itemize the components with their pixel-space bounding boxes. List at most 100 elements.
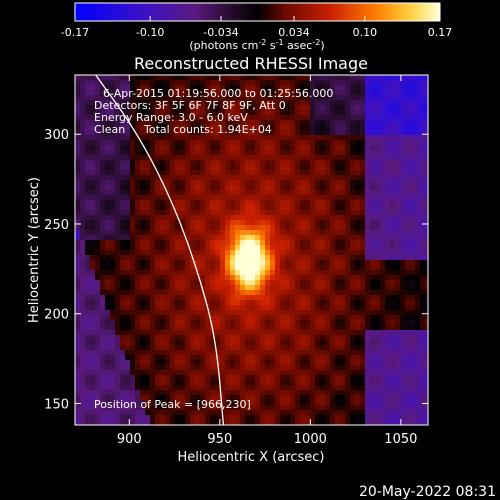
heatmap-pixel [205,190,210,195]
heatmap-pixel [125,285,130,290]
heatmap-pixel [235,235,240,240]
heatmap-pixel [280,275,285,280]
heatmap-pixel [155,220,160,225]
heatmap-pixel [395,375,400,380]
heatmap-pixel [195,205,200,210]
heatmap-pixel [270,310,275,315]
heatmap-pixel [95,185,100,190]
heatmap-pixel [270,90,275,95]
heatmap-pixel [415,135,420,140]
heatmap-pixel [115,395,120,400]
heatmap-pixel [75,325,80,330]
heatmap-pixel [285,390,290,395]
heatmap-pixel [185,200,190,205]
heatmap-pixel [140,315,145,320]
heatmap-pixel [335,410,340,415]
heatmap-pixel [390,325,395,330]
heatmap-pixel [380,105,385,110]
heatmap-pixel [240,280,245,285]
heatmap-pixel [100,240,105,245]
heatmap-pixel [110,405,115,410]
heatmap-pixel [400,345,405,350]
heatmap-pixel [405,380,410,385]
heatmap-pixel [180,205,185,210]
heatmap-pixel [330,320,335,325]
heatmap-pixel [415,415,420,420]
heatmap-pixel [380,285,385,290]
heatmap-pixel [230,130,235,135]
heatmap-pixel [165,170,170,175]
heatmap-pixel [385,130,390,135]
heatmap-pixel [360,255,365,260]
heatmap-pixel [370,325,375,330]
heatmap-pixel [265,325,270,330]
heatmap-pixel [295,135,300,140]
heatmap-pixel [220,85,225,90]
heatmap-pixel [360,245,365,250]
heatmap-pixel [340,265,345,270]
heatmap-pixel [345,335,350,340]
heatmap-pixel [295,185,300,190]
heatmap-pixel [175,245,180,250]
heatmap-pixel [415,345,420,350]
heatmap-pixel [240,305,245,310]
heatmap-pixel [180,235,185,240]
heatmap-pixel [145,225,150,230]
heatmap-pixel [165,165,170,170]
heatmap-pixel [320,265,325,270]
heatmap-pixel [95,395,100,400]
heatmap-pixel [285,375,290,380]
heatmap-pixel [235,295,240,300]
heatmap-pixel [75,140,80,145]
heatmap-pixel [225,120,230,125]
heatmap-pixel [185,100,190,105]
heatmap-pixel [180,295,185,300]
heatmap-pixel [355,180,360,185]
heatmap-pixel [140,225,145,230]
heatmap-pixel [120,90,125,95]
heatmap-pixel [280,105,285,110]
heatmap-pixel [325,385,330,390]
heatmap-pixel [105,215,110,220]
heatmap-pixel [365,165,370,170]
heatmap-pixel [85,210,90,215]
heatmap-pixel [365,145,370,150]
heatmap-pixel [255,285,260,290]
heatmap-pixel [275,410,280,415]
heatmap-pixel [180,395,185,400]
heatmap-pixel [380,340,385,345]
heatmap-pixel [100,295,105,300]
heatmap-pixel [90,175,95,180]
heatmap-pixel [245,130,250,135]
heatmap-pixel [160,350,165,355]
heatmap-pixel [365,170,370,175]
heatmap-pixel [260,100,265,105]
heatmap-pixel [170,350,175,355]
heatmap-pixel [405,215,410,220]
heatmap-pixel [400,85,405,90]
heatmap-pixel [300,135,305,140]
heatmap-pixel [110,220,115,225]
heatmap-pixel [370,285,375,290]
heatmap-pixel [345,265,350,270]
heatmap-pixel [415,295,420,300]
heatmap-pixel [125,265,130,270]
heatmap-pixel [165,205,170,210]
heatmap-pixel [275,385,280,390]
heatmap-pixel [250,280,255,285]
heatmap-pixel [195,150,200,155]
heatmap-pixel [335,220,340,225]
heatmap-pixel [120,80,125,85]
heatmap-pixel [350,200,355,205]
heatmap-pixel [400,400,405,405]
heatmap-pixel [380,420,385,425]
heatmap-pixel [175,325,180,330]
heatmap-pixel [190,235,195,240]
heatmap-pixel [165,245,170,250]
heatmap-pixel [190,335,195,340]
heatmap-pixel [120,85,125,90]
heatmap-pixel [115,310,120,315]
heatmap-pixel [240,190,245,195]
heatmap-pixel [425,385,428,390]
heatmap-pixel [230,300,235,305]
